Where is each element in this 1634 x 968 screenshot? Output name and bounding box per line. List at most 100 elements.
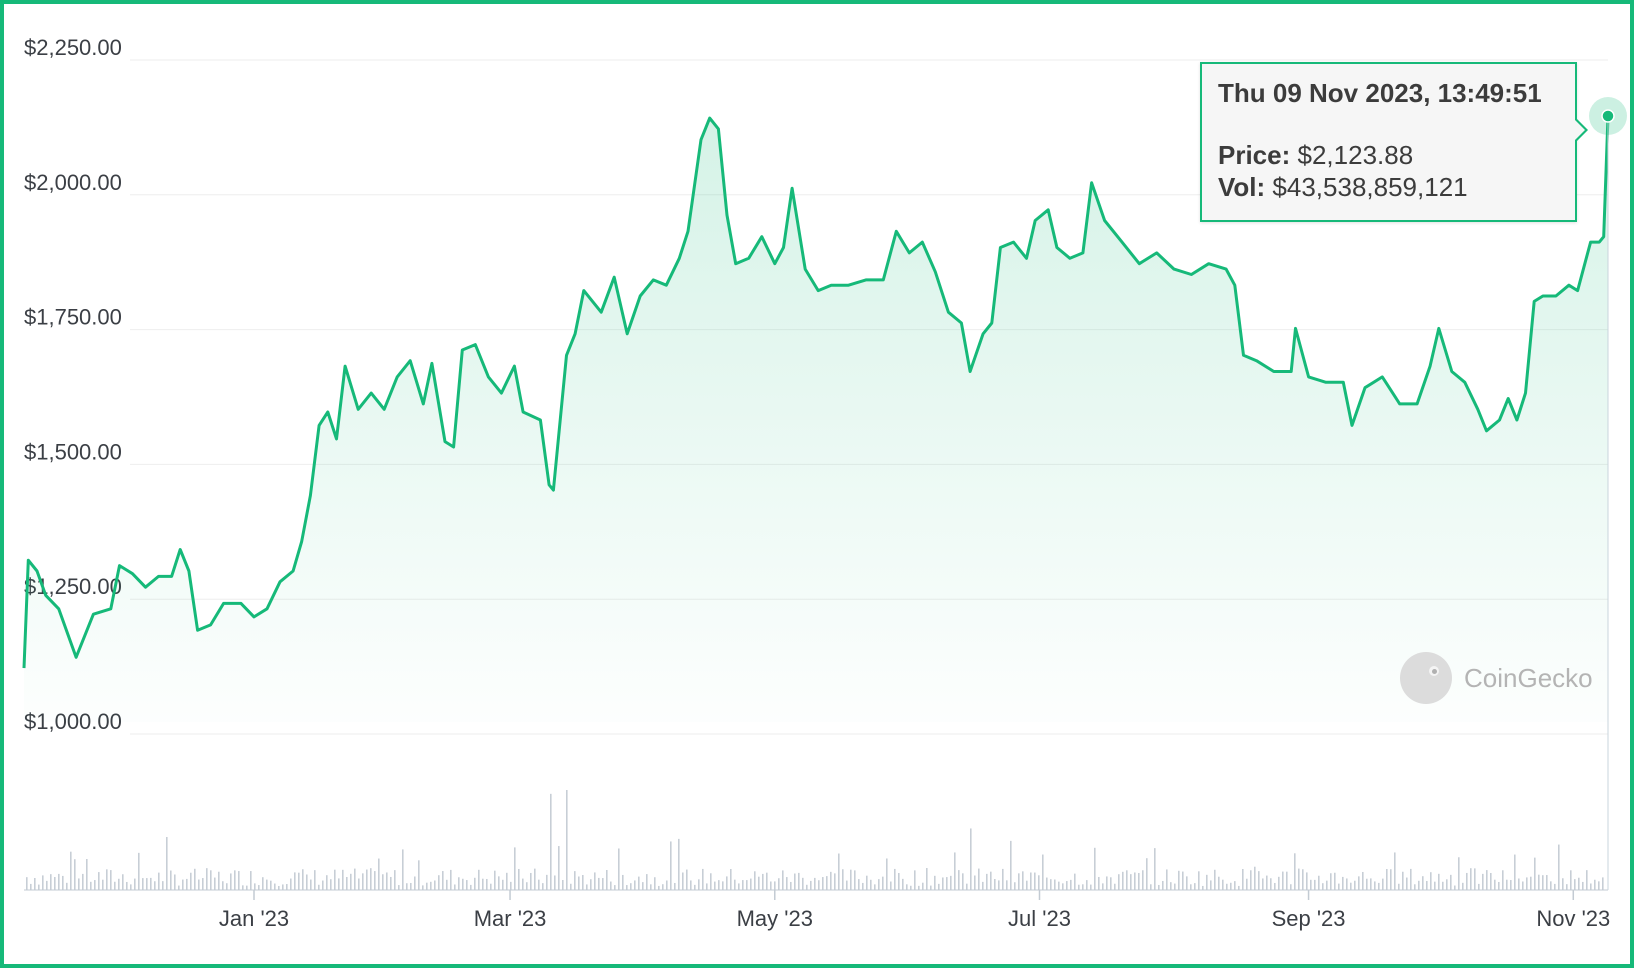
tooltip-price-value: $2,123.88 <box>1297 140 1414 170</box>
volume-bar <box>626 885 628 890</box>
volume-bar <box>782 870 784 890</box>
volume-bar <box>1434 881 1436 890</box>
volume-bar <box>1554 883 1556 890</box>
volume-bar <box>38 884 40 890</box>
volume-bar <box>294 872 296 890</box>
volume-bar <box>1094 847 1096 890</box>
volume-bar <box>222 881 224 890</box>
y-tick-label: $1,500.00 <box>24 439 122 464</box>
volume-bar <box>914 870 916 890</box>
hover-point[interactable] <box>1601 109 1615 123</box>
volume-bar <box>490 883 492 890</box>
volume-bar <box>150 877 152 890</box>
volume-bar <box>990 871 992 890</box>
volume-bar <box>1078 884 1080 890</box>
volume-bar <box>1010 840 1012 890</box>
volume-bar <box>582 875 584 890</box>
volume-bar <box>318 884 320 890</box>
volume-bar <box>934 875 936 890</box>
volume-bar <box>802 877 804 890</box>
volume-bar <box>202 878 204 890</box>
volume-bar <box>866 875 868 890</box>
volume-bar <box>1566 884 1568 890</box>
volume-bar <box>334 869 336 890</box>
volume-bar <box>1074 873 1076 890</box>
volume-bar <box>498 876 500 890</box>
volume-bar <box>1014 882 1016 890</box>
volume-bar <box>562 879 564 890</box>
volume-bar <box>726 876 728 890</box>
volume-bar <box>638 876 640 890</box>
volume-bar <box>1374 881 1376 890</box>
volume-bar <box>1294 853 1296 890</box>
volume-bar <box>738 883 740 890</box>
volume-bar <box>1370 878 1372 890</box>
volume-bar <box>910 885 912 890</box>
volume-bar <box>666 880 668 890</box>
volume-bar <box>1474 868 1476 890</box>
volume-bar <box>578 876 580 890</box>
volume-bar <box>846 880 848 890</box>
volume-bar <box>326 875 328 890</box>
volume-bar <box>94 880 96 890</box>
volume-bar <box>1522 881 1524 890</box>
volume-bar <box>538 879 540 890</box>
volume-bar <box>658 885 660 890</box>
volume-bar <box>710 873 712 890</box>
volume-bar <box>930 885 932 890</box>
volume-bar <box>142 878 144 890</box>
volume-bar <box>1202 885 1204 890</box>
volume-bar <box>1318 875 1320 890</box>
volume-bar <box>778 878 780 890</box>
volume-bar <box>898 872 900 890</box>
volume-bar <box>1118 874 1120 890</box>
volume-bar <box>1270 878 1272 890</box>
volume-bar <box>870 879 872 890</box>
volume-bar <box>1154 848 1156 890</box>
tooltip-price-row: Price: $2,123.88 <box>1218 139 1559 171</box>
volume-bar <box>1462 882 1464 890</box>
volume-bar <box>774 881 776 890</box>
volume-bar <box>850 869 852 890</box>
volume-bar <box>1190 884 1192 890</box>
volume-bar <box>426 882 428 890</box>
x-tick-label: May '23 <box>737 906 813 931</box>
volume-bar <box>1098 876 1100 890</box>
volume-bar <box>786 877 788 890</box>
volume-bar <box>266 879 268 890</box>
volume-bar <box>730 869 732 890</box>
volume-bar <box>662 884 664 890</box>
volume-bar <box>1502 870 1504 890</box>
volume-bars <box>26 790 1604 890</box>
volume-bar <box>442 871 444 890</box>
volume-bar <box>1322 883 1324 890</box>
volume-bar <box>310 879 312 890</box>
volume-bar <box>634 880 636 890</box>
volume-bar <box>250 871 252 890</box>
volume-bar <box>1438 873 1440 890</box>
volume-bar <box>510 881 512 890</box>
volume-bar <box>54 877 56 890</box>
volume-bar <box>622 874 624 890</box>
volume-bar <box>1482 873 1484 890</box>
volume-bar <box>502 879 504 890</box>
volume-bar <box>186 878 188 890</box>
volume-bar <box>1182 871 1184 890</box>
volume-bar <box>298 872 300 890</box>
volume-bar <box>1162 880 1164 890</box>
volume-bar <box>1470 868 1472 890</box>
y-tick-label: $2,250.00 <box>24 35 122 60</box>
volume-bar <box>1386 869 1388 890</box>
volume-bar <box>1274 882 1276 890</box>
volume-bar <box>670 841 672 890</box>
volume-bar <box>314 870 316 890</box>
volume-bar <box>418 860 420 890</box>
volume-bar <box>1562 878 1564 890</box>
volume-bar <box>362 873 364 890</box>
volume-bar <box>1406 877 1408 890</box>
volume-bar <box>1594 879 1596 890</box>
volume-bar <box>90 881 92 890</box>
volume-bar <box>942 877 944 890</box>
volume-bar <box>98 872 100 890</box>
